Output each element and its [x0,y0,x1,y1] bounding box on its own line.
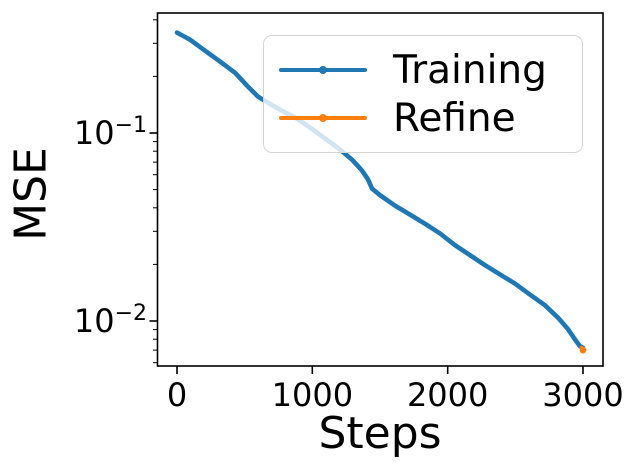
y-tick-label: 10−1 [73,113,147,152]
x-axis-label: Steps [318,408,442,459]
x-tick-labels: 0 1000 2000 3000 [0,376,640,416]
legend-label-refine: Refine [393,95,516,141]
training-line-sample [279,66,367,74]
legend-item-refine: Refine [279,94,582,142]
y-tick-label: 10−2 [73,301,147,340]
x-tick-label: 1000 [271,376,354,414]
x-tick-label: 0 [166,376,188,414]
refine-end-marker-icon [579,346,587,354]
legend: Training Refine [263,35,583,153]
refine-marker-icon [319,114,327,122]
y-tick-labels: 10−1 10−2 [0,0,147,476]
x-tick-label: 2000 [406,376,489,414]
training-line [174,30,586,351]
training-marker-icon [319,66,327,74]
legend-label-training: Training [393,47,547,93]
x-tick-label: 3000 [542,376,624,414]
refine-line-sample [279,114,367,122]
legend-item-training: Training [279,46,582,94]
